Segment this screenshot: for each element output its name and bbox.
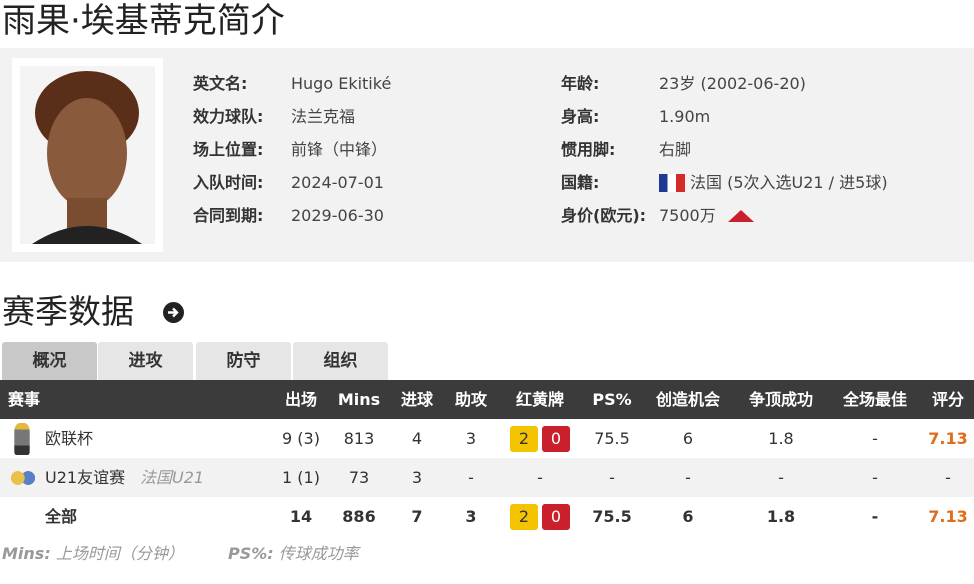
stat-cell: 886	[342, 507, 376, 526]
column-header: PS%	[592, 390, 632, 409]
stat-cell: 3	[465, 429, 477, 448]
profile-label: 场上位置:	[193, 140, 264, 159]
season-stats-title: 赛季数据	[2, 292, 134, 331]
profile-value: 7500万	[659, 206, 716, 225]
profile-value: 2029-06-30	[291, 206, 384, 225]
stat-cell: -	[468, 468, 474, 487]
stat-cell: -	[945, 468, 951, 487]
table-header	[0, 380, 974, 419]
column-header: 助攻	[454, 390, 487, 409]
stat-cell: 3	[411, 468, 423, 487]
profile-label: 效力球队:	[193, 107, 264, 126]
stat-cell: 73	[348, 468, 370, 487]
column-header: 全场最佳	[842, 390, 907, 409]
footnote-value: 传球成功率	[278, 544, 359, 563]
profile-value: 2024-07-01	[291, 173, 384, 192]
team-name: 法国U21	[140, 468, 205, 487]
rating-cell: 7.13	[928, 429, 968, 448]
stat-cell: -	[609, 468, 615, 487]
profile-label: 英文名:	[193, 74, 248, 93]
stat-cell: -	[872, 429, 878, 448]
profile-value: 右脚	[659, 140, 692, 159]
profile-label: 身价(欧元):	[561, 206, 647, 225]
tab-1[interactable]: 进攻	[98, 342, 193, 380]
stat-cell: 6	[682, 507, 694, 526]
competition-name[interactable]: 欧联杯	[45, 429, 94, 448]
stat-cell: 75.5	[592, 507, 632, 526]
tab-3[interactable]: 组织	[293, 342, 388, 380]
table-row[interactable]	[0, 458, 974, 497]
profile-label: 国籍:	[561, 173, 600, 192]
red-card-badge: 0	[542, 426, 570, 452]
stat-cell: -	[872, 468, 878, 487]
stat-cell: 3	[465, 507, 477, 526]
column-header: 创造机会	[655, 390, 720, 409]
red-card-badge: 0	[542, 504, 570, 530]
column-header: 出场	[284, 390, 317, 409]
stat-cell: 75.5	[594, 429, 630, 448]
profile-value: 法国 (5次入选U21 / 进5球)	[690, 173, 888, 192]
column-header: 争顶成功	[748, 390, 813, 409]
stat-cell: 6	[682, 429, 694, 448]
profile-label: 惯用脚:	[561, 140, 616, 159]
profile-label: 合同到期:	[193, 206, 264, 225]
competition-name[interactable]: 全部	[45, 507, 78, 526]
trend-up-icon	[728, 210, 754, 222]
stat-cell: 4	[411, 429, 423, 448]
footnote-key: Mins:	[2, 544, 51, 563]
profile-label: 入队时间:	[193, 173, 264, 192]
column-header: 进球	[400, 390, 433, 409]
column-header: 红黄牌	[515, 390, 564, 409]
stat-cell: 1.8	[766, 507, 796, 526]
yellow-card-badge: 2	[510, 426, 538, 452]
profile-value: 1.90m	[659, 107, 711, 126]
stat-cell: -	[685, 468, 691, 487]
player-photo	[12, 58, 163, 252]
stat-cell: 813	[343, 429, 375, 448]
footnote: Mins: 上场时间（分钟） PS%: 传球成功率	[2, 540, 359, 564]
stat-cell: 14	[289, 507, 313, 526]
competition-name[interactable]: U21友谊赛	[45, 468, 126, 487]
footnote-value: 上场时间（分钟）	[55, 544, 184, 563]
france-flag-icon	[659, 174, 685, 192]
stat-cell: 1 (1)	[282, 468, 320, 487]
profile-value: 法兰克福	[291, 107, 356, 126]
stat-cell: 7	[411, 507, 423, 526]
column-header: 赛事	[8, 390, 41, 409]
europa-league-icon	[14, 423, 30, 455]
profile-value: Hugo Ekitiké	[291, 74, 392, 93]
profile-value: 前锋（中锋）	[291, 140, 388, 159]
footnote-key: PS%:	[228, 544, 274, 563]
cards-cell: -	[537, 468, 543, 487]
friendly-icon	[10, 471, 36, 485]
column-header: Mins	[337, 390, 381, 409]
page-title: 雨果·埃基蒂克简介	[2, 1, 285, 41]
table-row[interactable]	[0, 419, 974, 458]
stat-cell: 9 (3)	[282, 429, 320, 448]
tab-0[interactable]: 概况	[2, 342, 97, 380]
arrow-circle-right-icon[interactable]	[163, 302, 184, 323]
profile-label: 身高:	[561, 107, 600, 126]
yellow-card-badge: 2	[510, 504, 538, 530]
tab-2[interactable]: 防守	[196, 342, 291, 380]
stat-cell: -	[778, 468, 784, 487]
rating-cell: 7.13	[928, 507, 968, 526]
profile-value: 23岁 (2002-06-20)	[659, 74, 806, 93]
stat-cell: -	[871, 507, 879, 526]
profile-label: 年龄:	[561, 74, 600, 93]
column-header: 评分	[931, 390, 964, 409]
table-row[interactable]	[0, 497, 974, 536]
stat-cell: 1.8	[768, 429, 794, 448]
